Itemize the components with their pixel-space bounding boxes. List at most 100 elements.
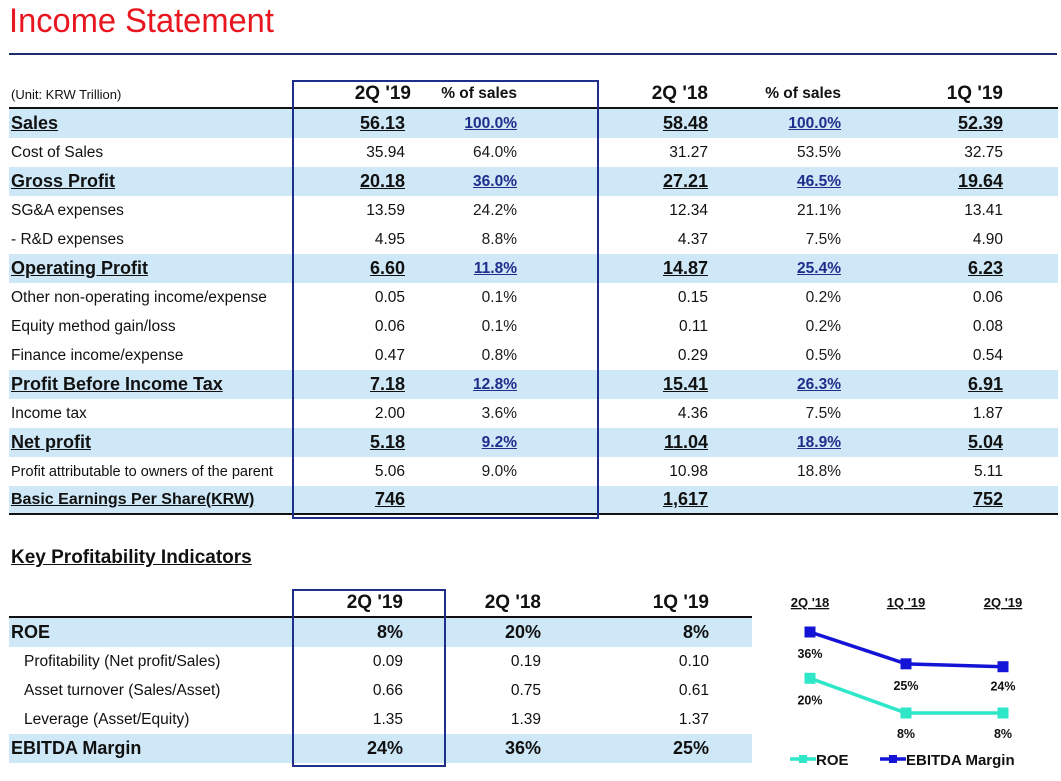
row-label: SG&A expenses: [11, 201, 124, 219]
table-row: Equity method gain/loss 0.06 0.1% 0.11 0.2% 0…: [9, 312, 1058, 341]
chart-category-label: 2Q '19: [984, 595, 1023, 610]
pct-2q18: 7.5%: [805, 230, 841, 248]
pct-2q19: 9.0%: [481, 462, 517, 480]
legend-label: EBITDA Margin: [906, 752, 1015, 769]
value-2q18: 12.34: [669, 201, 708, 219]
value-2q18: 0.15: [677, 288, 708, 306]
table-row: Cost of Sales 35.94 64.0% 31.27 53.5% 32.75: [9, 138, 1058, 167]
chart-point: [997, 661, 1009, 673]
legend-marker: [799, 755, 807, 763]
income-header-row: (Unit: KRW Trillion) 2Q '19 % of sales 2…: [9, 80, 1058, 109]
value-2q18: 0.11: [678, 317, 708, 335]
value-1q19: 32.75: [964, 143, 1003, 161]
pct-2q18: 0.2%: [805, 317, 841, 335]
value-2q19: 0.06: [374, 317, 405, 335]
kpi-value-1q19: 8%: [682, 622, 709, 642]
kpi-row: ROE 8% 20% 8%: [9, 618, 752, 647]
table-row: Net profit 5.18 9.2% 11.04 18.9% 5.04: [9, 428, 1058, 457]
pct-2q18: 100.0%: [788, 114, 841, 132]
pct-2q19: 36.0%: [473, 172, 517, 190]
table-row: Income tax 2.00 3.6% 4.36 7.5% 1.87: [9, 399, 1058, 428]
kpi-value-2q18: 0.75: [510, 681, 541, 699]
table-row: Finance income/expense 0.47 0.8% 0.29 0.5% 0.…: [9, 341, 1058, 370]
kpi-value-2q18: 1.39: [510, 710, 541, 728]
table-row: Basic Earnings Per Share(KRW) 746 1,617 752: [9, 486, 1058, 515]
kpi-header-1q19: 1Q '19: [652, 592, 709, 613]
header-pct-2q18: % of sales: [765, 85, 841, 102]
pct-2q19: 0.1%: [481, 288, 517, 306]
kpi-label: Asset turnover (Sales/Asset): [24, 681, 221, 699]
profitability-chart: 2Q '18 1Q '19 2Q '19 20% 8% 8% 36% 25% 24% ROE EBI…: [760, 585, 1060, 781]
kpi-value-2q18: 0.19: [510, 652, 541, 670]
row-label: Finance income/expense: [11, 346, 184, 364]
page-title: Income Statement: [9, 2, 274, 40]
kpi-value-2q19: 1.35: [372, 710, 403, 728]
value-2q18: 58.48: [662, 113, 708, 133]
value-2q18: 0.29: [677, 346, 708, 364]
value-1q19: 19.64: [957, 171, 1003, 191]
value-1q19: 5.11: [973, 462, 1003, 480]
kpi-label: Leverage (Asset/Equity): [24, 710, 190, 728]
value-2q19: 20.18: [359, 171, 405, 191]
pct-2q19: 12.8%: [473, 375, 517, 393]
row-label: Gross Profit: [11, 171, 116, 191]
pct-2q19: 64.0%: [473, 143, 517, 161]
chart-point: [997, 707, 1009, 719]
pct-2q19: 3.6%: [481, 404, 517, 422]
kpi-value-2q19: 8%: [376, 622, 403, 642]
value-2q19: 7.18: [369, 374, 405, 394]
value-2q19: 746: [374, 489, 405, 509]
pct-2q18: 26.3%: [797, 375, 841, 393]
pct-2q18: 18.8%: [797, 462, 841, 480]
pct-2q18: 25.4%: [797, 259, 841, 277]
kpi-row: Profitability (Net profit/Sales) 0.09 0.19…: [9, 647, 752, 676]
kpi-title: Key Profitability Indicators: [11, 547, 252, 568]
value-2q19: 0.05: [374, 288, 405, 306]
chart-point: [900, 658, 912, 670]
value-2q18: 31.27: [669, 143, 708, 161]
value-1q19: 4.90: [972, 230, 1003, 248]
value-2q19: 5.18: [369, 432, 405, 452]
chart-data-label: 36%: [797, 647, 822, 661]
value-2q18: 4.37: [677, 230, 708, 248]
value-1q19: 6.23: [967, 258, 1003, 278]
value-2q19: 2.00: [374, 404, 405, 422]
value-1q19: 0.08: [972, 317, 1003, 335]
chart-data-label: 20%: [797, 693, 822, 707]
value-2q18: 27.21: [662, 171, 708, 191]
pct-2q19: 8.8%: [481, 230, 517, 248]
chart-category-label: 1Q '19: [887, 595, 926, 610]
value-1q19: 0.54: [972, 346, 1003, 364]
row-label: Equity method gain/loss: [11, 317, 176, 335]
chart-point: [900, 707, 912, 719]
chart-point: [804, 672, 816, 684]
kpi-header-2q18: 2Q '18: [484, 592, 541, 613]
table-row: Profit attributable to owners of the par…: [9, 457, 1058, 486]
pct-2q18: 21.1%: [797, 201, 841, 219]
table-row: Profit Before Income Tax 7.18 12.8% 15.41 26…: [9, 370, 1058, 399]
header-2q19: 2Q '19: [354, 83, 411, 104]
pct-2q19: 100.0%: [464, 114, 517, 132]
value-2q18: 14.87: [662, 258, 708, 278]
legend-marker: [889, 755, 897, 763]
chart-point: [804, 626, 816, 638]
table-row: Sales 56.13 100.0% 58.48 100.0% 52.39: [9, 109, 1058, 138]
kpi-value-1q19: 1.37: [678, 710, 709, 728]
value-2q19: 6.60: [369, 258, 405, 278]
row-label: Sales: [11, 113, 59, 133]
chart-data-label: 25%: [893, 679, 918, 693]
kpi-value-2q18: 36%: [504, 738, 541, 758]
value-1q19: 13.41: [964, 201, 1003, 219]
value-2q18: 15.41: [662, 374, 708, 394]
value-2q18: 4.36: [677, 404, 708, 422]
pct-2q19: 0.1%: [481, 317, 517, 335]
kpi-value-2q19: 0.66: [372, 681, 403, 699]
unit-label: (Unit: KRW Trillion): [11, 87, 122, 102]
value-2q19: 5.06: [374, 462, 405, 480]
kpi-row: EBITDA Margin 24% 36% 25%: [9, 734, 752, 763]
value-1q19: 0.06: [972, 288, 1003, 306]
value-2q19: 4.95: [374, 230, 405, 248]
table-row: Gross Profit 20.18 36.0% 27.21 46.5% 19.64: [9, 167, 1058, 196]
pct-2q18: 0.2%: [805, 288, 841, 306]
value-2q19: 13.59: [366, 201, 405, 219]
